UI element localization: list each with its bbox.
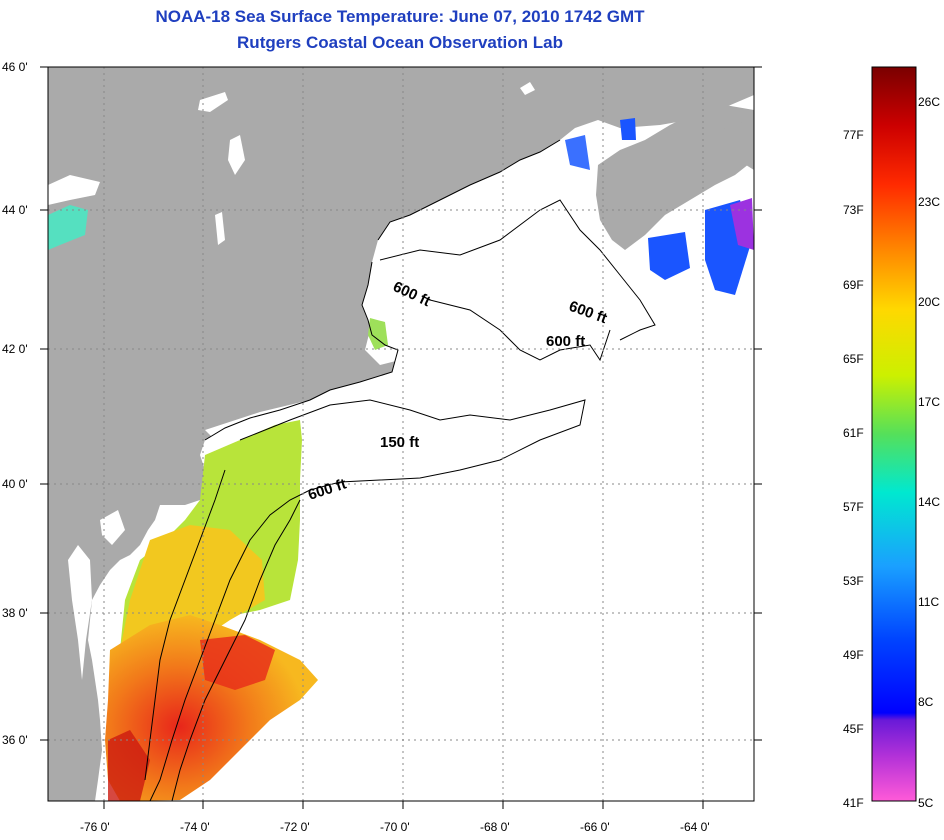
sst-blue-patch-1 [648, 232, 690, 280]
lat-label-46: 46 0' [2, 60, 28, 74]
sst-blue-patch-3 [565, 135, 590, 170]
lake-1 [198, 92, 228, 112]
coastline [204, 139, 561, 441]
cb-c-8: 8C [918, 695, 934, 709]
lake-4 [48, 175, 100, 205]
axis-ticks [40, 66, 762, 809]
cb-f-53: 53F [843, 574, 864, 588]
cb-c-23: 23C [918, 195, 941, 209]
lon-label-76: -76 0' [80, 820, 110, 834]
contour-150ft [149, 399, 586, 801]
delaware-bay [100, 510, 125, 545]
lat-label-44: 44 0' [2, 203, 28, 217]
lake-ontario-sst [48, 205, 88, 250]
cb-c-5: 5C [918, 796, 934, 810]
land-nova-scotia [596, 105, 754, 250]
contour-label-4: 150 ft [380, 434, 419, 451]
land-cape-breton [720, 118, 754, 170]
map-subtitle: Rutgers Coastal Ocean Observation Lab [237, 33, 563, 52]
cb-f-77: 77F [843, 128, 864, 142]
cb-f-73: 73F [843, 203, 864, 217]
lake-3 [215, 212, 225, 245]
lon-label-74: -74 0' [180, 820, 210, 834]
cb-f-49: 49F [843, 648, 864, 662]
lake-5 [520, 82, 535, 95]
sst-blue-patch-4 [620, 118, 636, 140]
contour-600ft-north [379, 199, 656, 341]
cb-f-69: 69F [843, 278, 864, 292]
lat-label-36: 36 0' [2, 733, 28, 747]
cb-c-17: 17C [918, 395, 941, 409]
sst-gulf-maine-patch [368, 318, 388, 350]
cb-f-65: 65F [843, 352, 864, 366]
sst-red-south [108, 730, 150, 801]
sst-red-core [200, 635, 275, 690]
long-island-sound [205, 395, 330, 440]
lon-label-64: -64 0' [680, 820, 710, 834]
cb-f-61: 61F [843, 426, 864, 440]
lat-label-38: 38 0' [2, 606, 28, 620]
contour-600ft-gulf [429, 299, 611, 362]
cb-c-14: 14C [918, 495, 941, 509]
colorbar [871, 66, 917, 802]
lon-label-66: -66 0' [580, 820, 610, 834]
lat-lon-grid [48, 67, 754, 801]
map-title: NOAA-18 Sea Surface Temperature: June 07… [155, 7, 645, 26]
contour-600ft-shelf [171, 499, 301, 801]
sst-purple-patch [730, 198, 754, 250]
cb-c-20: 20C [918, 295, 941, 309]
land-mainland [48, 67, 754, 801]
cb-f-45: 45F [843, 722, 864, 736]
contour-inner [144, 469, 226, 781]
lat-label-40: 40 0' [2, 477, 28, 491]
cb-c-26: 26C [918, 95, 941, 109]
lon-label-70: -70 0' [380, 820, 410, 834]
map-frame [47, 66, 755, 802]
lon-label-72: -72 0' [280, 820, 310, 834]
lake-2 [228, 135, 245, 175]
cb-f-57: 57F [843, 500, 864, 514]
cb-f-41: 41F [843, 796, 864, 810]
lat-label-42: 42 0' [2, 342, 28, 356]
lon-label-68: -68 0' [480, 820, 510, 834]
contour-label-3: 600 ft [546, 333, 585, 350]
cb-c-11: 11C [918, 595, 940, 609]
